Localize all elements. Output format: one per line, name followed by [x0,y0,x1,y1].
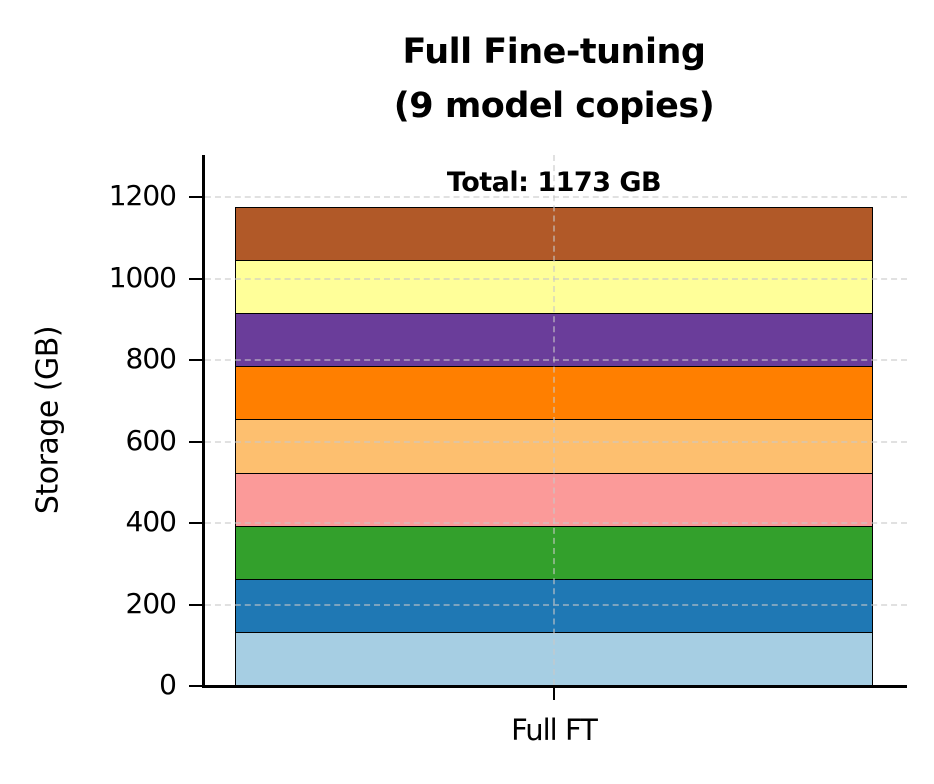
horizontal-gridline [205,359,907,361]
horizontal-gridline [205,196,907,198]
horizontal-gridline [205,603,907,606]
x-tick-label: Full FT [511,713,598,747]
horizontal-gridline [205,522,907,524]
y-tick-label: 800 [125,342,177,375]
y-tick-label: 0 [159,668,177,701]
x-tick-mark [553,688,555,700]
chart-title-line1: Full Fine-tuning [402,32,706,72]
y-tick-label: 200 [125,586,177,620]
y-tick-label: 1200 [108,179,177,212]
y-tick-mark [189,685,203,687]
y-tick-mark [189,277,203,280]
chart-title-line2: (9 model copies) [393,86,715,126]
y-tick-mark [189,440,203,443]
vertical-gridline [553,155,555,685]
y-tick-mark [189,603,203,606]
y-axis-title: Storage (GB) [30,325,66,515]
horizontal-gridline [205,277,907,280]
y-tick-label: 1000 [108,260,177,294]
y-tick-mark [189,196,203,198]
y-tick-label: 600 [125,423,177,457]
y-tick-mark [189,359,203,361]
y-tick-mark [189,522,203,524]
horizontal-gridline [205,440,907,443]
total-annotation: Total: 1173 GB [446,167,662,198]
y-axis-line [202,155,205,688]
x-axis-line [202,685,907,688]
y-tick-label: 400 [125,505,177,538]
